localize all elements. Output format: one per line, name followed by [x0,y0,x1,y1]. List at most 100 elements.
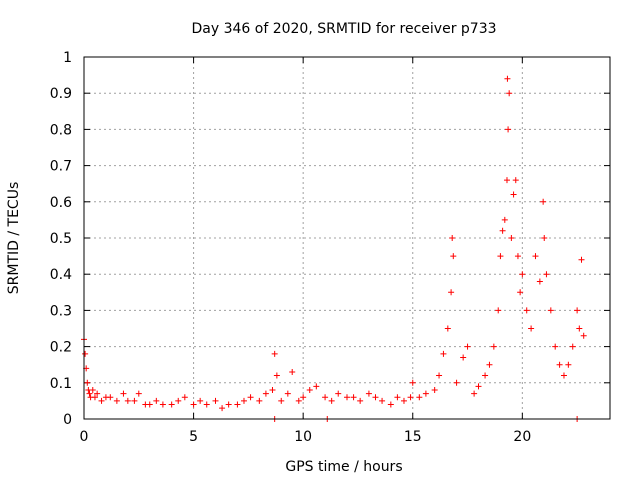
data-point [372,394,379,401]
data-point [499,227,506,234]
data-point [328,397,335,404]
data-point [560,372,567,379]
data-point [540,198,547,205]
data-point [335,390,342,397]
data-point [387,401,394,408]
data-point [357,397,364,404]
data-point [350,394,357,401]
data-point [574,307,581,314]
data-point [300,394,307,401]
data-point [543,271,550,278]
data-point [501,216,508,223]
data-point [190,401,197,408]
data-point [278,397,285,404]
data-point [262,390,269,397]
y-tick-label: 1 [63,50,72,66]
data-point [234,401,241,408]
data-point [82,350,89,357]
data-point [394,394,401,401]
data-point [313,383,320,390]
data-point [504,75,511,82]
data-point [536,278,543,285]
y-tick-label: 0.2 [50,340,72,356]
data-point [91,394,98,401]
data-point [113,397,120,404]
x-tick-label: 10 [294,429,312,445]
data-point [269,387,276,394]
data-point [120,390,127,397]
data-point [460,354,467,361]
data-point [247,394,254,401]
chart-title: Day 346 of 2020, SRMTID for receiver p73… [191,21,496,37]
data-point [98,397,105,404]
gridlines [84,57,610,419]
data-points [81,75,587,422]
data-point [219,405,226,412]
x-tick-labels: 0 5 10 15 20 [80,429,532,445]
data-point [578,256,585,263]
data-point [436,372,443,379]
data-point [84,379,91,386]
data-point [168,401,175,408]
data-point [523,307,530,314]
data-point [505,126,512,133]
y-tick-label: 0.9 [50,86,72,102]
data-point [541,235,548,241]
data-point [365,390,372,397]
data-point [514,253,521,260]
data-point [175,397,182,404]
data-point [450,253,457,260]
data-point [431,387,438,394]
data-point [519,271,526,278]
data-point [135,390,142,397]
data-point [344,394,350,401]
data-point [528,325,535,332]
data-point [495,307,502,314]
data-point [464,343,471,350]
data-point [197,397,204,404]
plot-frame [83,56,611,420]
data-point [379,397,386,404]
y-tick-label: 0.4 [50,267,72,283]
data-point [580,332,587,339]
data-point [475,383,482,390]
data-point [400,397,407,404]
y-tick-label: 0.8 [50,122,72,138]
x-axis-label: GPS time / hours [285,459,402,475]
data-point [89,387,96,394]
data-point [556,361,563,368]
data-point [107,394,114,401]
x-tick-label: 0 [80,429,89,445]
data-point [569,343,576,350]
data-point [306,387,313,394]
data-point [86,390,93,397]
data-point [124,397,131,404]
data-point [271,350,278,357]
y-tick-label: 0 [63,412,72,428]
data-point [240,397,247,404]
data-point [289,368,296,375]
data-point [448,289,455,296]
data-point [547,307,554,314]
data-point [565,361,572,368]
data-point [517,289,524,296]
data-point [512,177,519,184]
data-point [225,401,232,408]
data-point [153,397,160,404]
data-point [490,343,497,350]
data-point [453,379,460,386]
data-point [440,350,447,357]
y-tick-label: 0.1 [50,376,72,392]
data-point [552,343,559,350]
data-point [416,394,423,401]
data-point [409,379,416,386]
data-point [444,325,451,332]
data-point [284,390,291,397]
data-point [203,401,210,408]
data-point [146,401,153,408]
data-point [532,253,539,260]
data-point [181,394,188,401]
data-point [510,191,517,198]
